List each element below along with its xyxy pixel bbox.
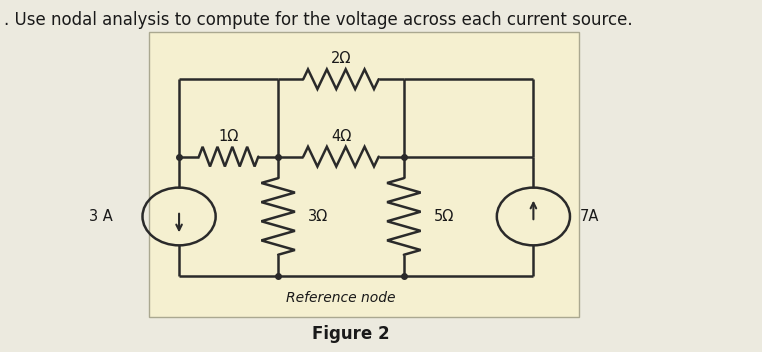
Text: Reference node: Reference node [287, 291, 395, 305]
Text: . Use nodal analysis to compute for the voltage across each current source.: . Use nodal analysis to compute for the … [4, 11, 632, 29]
Text: 1Ω: 1Ω [219, 129, 239, 144]
Text: 3 A: 3 A [88, 209, 113, 224]
Text: 5Ω: 5Ω [434, 209, 453, 224]
Text: 2Ω: 2Ω [331, 51, 351, 66]
Text: 4Ω: 4Ω [331, 129, 351, 144]
Text: Figure 2: Figure 2 [312, 325, 389, 343]
Text: 3Ω: 3Ω [308, 209, 328, 224]
Bar [149, 32, 579, 317]
Text: 7A: 7A [579, 209, 599, 224]
